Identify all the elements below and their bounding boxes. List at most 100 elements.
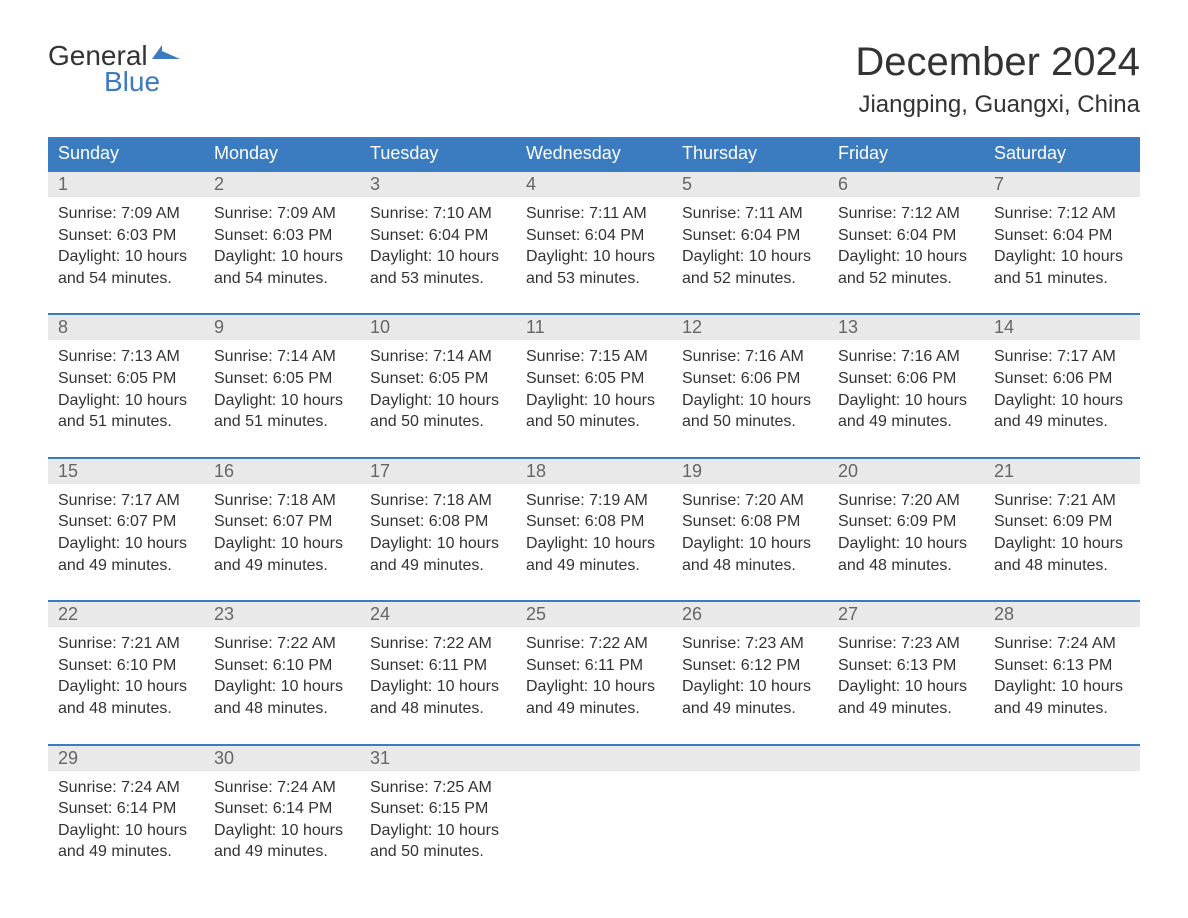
- col-tuesday: Tuesday: [360, 137, 516, 170]
- day-number: 12: [672, 315, 828, 340]
- day-number: 20: [828, 459, 984, 484]
- sunrise-line: Sunrise: 7:16 AM: [838, 346, 974, 368]
- day-cell: Sunrise: 7:15 AMSunset: 6:05 PMDaylight:…: [516, 340, 672, 438]
- day-cell: [516, 771, 672, 869]
- sunset-line: Sunset: 6:10 PM: [214, 655, 350, 677]
- col-friday: Friday: [828, 137, 984, 170]
- daylight-line-2: and 50 minutes.: [370, 841, 506, 863]
- day-cell: Sunrise: 7:11 AMSunset: 6:04 PMDaylight:…: [672, 197, 828, 295]
- daylight-line-2: and 49 minutes.: [682, 698, 818, 720]
- daynum-row: 293031: [48, 746, 1140, 771]
- calendar-body: 1234567Sunrise: 7:09 AMSunset: 6:03 PMDa…: [48, 170, 1140, 869]
- daylight-line-2: and 49 minutes.: [370, 555, 506, 577]
- sunrise-line: Sunrise: 7:13 AM: [58, 346, 194, 368]
- day-number: 28: [984, 602, 1140, 627]
- day-cell: Sunrise: 7:23 AMSunset: 6:13 PMDaylight:…: [828, 627, 984, 725]
- daylight-line-2: and 49 minutes.: [214, 555, 350, 577]
- day-number: 3: [360, 172, 516, 197]
- daylight-line-1: Daylight: 10 hours: [994, 676, 1130, 698]
- daylight-line-2: and 49 minutes.: [526, 555, 662, 577]
- daynum-row: 22232425262728: [48, 602, 1140, 627]
- day-number: 24: [360, 602, 516, 627]
- sunrise-line: Sunrise: 7:22 AM: [214, 633, 350, 655]
- daylight-line-1: Daylight: 10 hours: [838, 533, 974, 555]
- day-cell: Sunrise: 7:22 AMSunset: 6:10 PMDaylight:…: [204, 627, 360, 725]
- day-number: 27: [828, 602, 984, 627]
- day-number: 15: [48, 459, 204, 484]
- daylight-line-1: Daylight: 10 hours: [838, 246, 974, 268]
- col-thursday: Thursday: [672, 137, 828, 170]
- daylight-line-2: and 49 minutes.: [838, 411, 974, 433]
- daylight-line-1: Daylight: 10 hours: [526, 676, 662, 698]
- day-cell: Sunrise: 7:21 AMSunset: 6:09 PMDaylight:…: [984, 484, 1140, 582]
- day-cell: Sunrise: 7:10 AMSunset: 6:04 PMDaylight:…: [360, 197, 516, 295]
- day-number: 7: [984, 172, 1140, 197]
- sunset-line: Sunset: 6:05 PM: [526, 368, 662, 390]
- day-cell: Sunrise: 7:09 AMSunset: 6:03 PMDaylight:…: [48, 197, 204, 295]
- daylight-line-2: and 49 minutes.: [994, 411, 1130, 433]
- sunrise-line: Sunrise: 7:12 AM: [994, 203, 1130, 225]
- daynum-row: 15161718192021: [48, 459, 1140, 484]
- daylight-line-2: and 51 minutes.: [214, 411, 350, 433]
- sunrise-line: Sunrise: 7:12 AM: [838, 203, 974, 225]
- calendar-week: 1234567Sunrise: 7:09 AMSunset: 6:03 PMDa…: [48, 170, 1140, 295]
- daylight-line-1: Daylight: 10 hours: [838, 676, 974, 698]
- daylight-line-2: and 52 minutes.: [838, 268, 974, 290]
- daylight-line-1: Daylight: 10 hours: [682, 246, 818, 268]
- day-cell: Sunrise: 7:24 AMSunset: 6:14 PMDaylight:…: [204, 771, 360, 869]
- daylight-line-1: Daylight: 10 hours: [58, 820, 194, 842]
- calendar-week: 15161718192021Sunrise: 7:17 AMSunset: 6:…: [48, 457, 1140, 582]
- daylight-line-2: and 48 minutes.: [682, 555, 818, 577]
- sunrise-line: Sunrise: 7:10 AM: [370, 203, 506, 225]
- day-number: 25: [516, 602, 672, 627]
- day-number: 9: [204, 315, 360, 340]
- day-number: [828, 746, 984, 771]
- calendar-week: 22232425262728Sunrise: 7:21 AMSunset: 6:…: [48, 600, 1140, 725]
- day-number: 11: [516, 315, 672, 340]
- day-cell: Sunrise: 7:16 AMSunset: 6:06 PMDaylight:…: [672, 340, 828, 438]
- daylight-line-2: and 50 minutes.: [682, 411, 818, 433]
- sunrise-line: Sunrise: 7:24 AM: [214, 777, 350, 799]
- day-cell: Sunrise: 7:24 AMSunset: 6:14 PMDaylight:…: [48, 771, 204, 869]
- daylight-line-1: Daylight: 10 hours: [370, 820, 506, 842]
- daylight-line-1: Daylight: 10 hours: [994, 533, 1130, 555]
- daylight-line-2: and 51 minutes.: [58, 411, 194, 433]
- daylight-line-2: and 54 minutes.: [58, 268, 194, 290]
- sunset-line: Sunset: 6:14 PM: [214, 798, 350, 820]
- daylight-line-1: Daylight: 10 hours: [58, 533, 194, 555]
- daylight-line-1: Daylight: 10 hours: [58, 246, 194, 268]
- day-number: 22: [48, 602, 204, 627]
- day-number: 6: [828, 172, 984, 197]
- calendar-week: 293031Sunrise: 7:24 AMSunset: 6:14 PMDay…: [48, 744, 1140, 869]
- daylight-line-1: Daylight: 10 hours: [58, 676, 194, 698]
- sunrise-line: Sunrise: 7:24 AM: [994, 633, 1130, 655]
- location-subtitle: Jiangping, Guangxi, China: [855, 91, 1140, 119]
- sunrise-line: Sunrise: 7:19 AM: [526, 490, 662, 512]
- day-cell: Sunrise: 7:18 AMSunset: 6:08 PMDaylight:…: [360, 484, 516, 582]
- sunset-line: Sunset: 6:06 PM: [838, 368, 974, 390]
- daylight-line-1: Daylight: 10 hours: [526, 246, 662, 268]
- daynum-row: 1234567: [48, 172, 1140, 197]
- day-number: 13: [828, 315, 984, 340]
- daylight-line-1: Daylight: 10 hours: [994, 246, 1130, 268]
- sunrise-line: Sunrise: 7:17 AM: [994, 346, 1130, 368]
- day-number: [984, 746, 1140, 771]
- sunrise-line: Sunrise: 7:15 AM: [526, 346, 662, 368]
- daylight-line-2: and 53 minutes.: [526, 268, 662, 290]
- day-number: 31: [360, 746, 516, 771]
- day-number: 16: [204, 459, 360, 484]
- daylight-line-2: and 49 minutes.: [838, 698, 974, 720]
- sunset-line: Sunset: 6:04 PM: [370, 225, 506, 247]
- daylight-line-2: and 48 minutes.: [58, 698, 194, 720]
- sunrise-line: Sunrise: 7:20 AM: [682, 490, 818, 512]
- sunrise-line: Sunrise: 7:18 AM: [370, 490, 506, 512]
- sunset-line: Sunset: 6:05 PM: [58, 368, 194, 390]
- daylight-line-1: Daylight: 10 hours: [214, 820, 350, 842]
- sunrise-line: Sunrise: 7:21 AM: [994, 490, 1130, 512]
- daylight-line-2: and 48 minutes.: [994, 555, 1130, 577]
- daylight-line-1: Daylight: 10 hours: [526, 533, 662, 555]
- sunset-line: Sunset: 6:04 PM: [838, 225, 974, 247]
- sunset-line: Sunset: 6:09 PM: [994, 511, 1130, 533]
- daylight-line-2: and 49 minutes.: [58, 555, 194, 577]
- sunset-line: Sunset: 6:07 PM: [58, 511, 194, 533]
